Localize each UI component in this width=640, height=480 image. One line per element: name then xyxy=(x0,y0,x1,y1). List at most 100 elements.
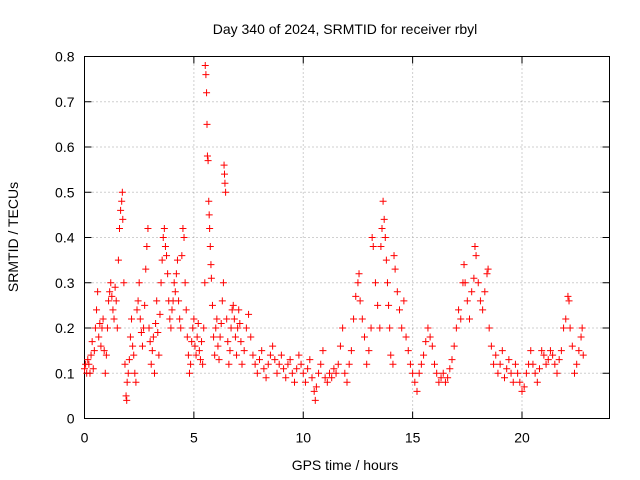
data-point xyxy=(326,369,333,377)
data-point xyxy=(264,360,272,368)
data-point xyxy=(330,365,338,373)
data-point xyxy=(381,234,389,241)
data-point xyxy=(155,351,163,359)
data-point xyxy=(306,356,314,364)
data-point xyxy=(203,152,211,160)
data-point xyxy=(311,396,319,404)
grid-lines xyxy=(84,56,610,419)
data-point xyxy=(108,292,116,300)
data-point xyxy=(557,347,565,355)
data-point xyxy=(520,383,528,391)
data-point xyxy=(361,333,368,341)
data-point xyxy=(223,315,231,323)
data-point xyxy=(191,342,199,350)
data-point xyxy=(198,338,206,346)
data-point xyxy=(501,374,508,382)
data-point xyxy=(206,224,214,232)
data-point xyxy=(207,261,215,269)
data-point xyxy=(218,297,226,305)
data-point xyxy=(297,360,305,368)
data-point xyxy=(173,256,181,264)
data-point xyxy=(142,265,150,273)
data-point xyxy=(369,243,377,251)
data-point xyxy=(90,347,98,355)
data-point xyxy=(336,342,344,350)
data-point xyxy=(171,288,179,296)
data-point xyxy=(245,310,253,318)
data-point xyxy=(118,188,126,196)
data-point xyxy=(299,369,307,377)
data-point xyxy=(190,315,198,323)
data-point xyxy=(400,297,408,305)
data-point xyxy=(93,306,101,314)
data-point xyxy=(130,351,138,359)
data-point xyxy=(129,342,137,350)
data-point xyxy=(555,356,563,364)
data-point xyxy=(168,306,176,314)
data-point xyxy=(277,351,285,359)
data-point xyxy=(229,301,237,309)
data-point xyxy=(215,356,223,364)
data-point xyxy=(568,342,576,350)
data-point xyxy=(448,356,456,364)
data-point xyxy=(84,356,92,364)
data-point xyxy=(471,243,479,251)
data-point xyxy=(507,369,515,377)
data-point xyxy=(450,342,458,350)
data-point xyxy=(332,369,340,377)
data-point xyxy=(204,157,212,165)
data-point xyxy=(158,256,166,264)
data-point xyxy=(143,243,151,251)
data-point xyxy=(100,347,108,355)
data-point xyxy=(117,206,125,214)
data-point xyxy=(85,360,93,368)
data-point xyxy=(542,360,550,368)
data-point xyxy=(345,360,353,368)
data-point xyxy=(230,315,238,323)
data-point xyxy=(428,342,436,350)
data-point xyxy=(498,347,506,355)
data-point xyxy=(163,252,171,260)
data-point xyxy=(200,324,208,332)
data-point xyxy=(242,324,250,332)
data-point xyxy=(225,360,233,368)
data-point xyxy=(352,292,360,300)
data-point xyxy=(533,378,541,386)
data-point xyxy=(310,387,318,395)
data-point xyxy=(396,306,403,314)
data-point xyxy=(258,347,266,355)
data-point xyxy=(417,360,425,368)
data-point xyxy=(386,324,394,332)
data-point xyxy=(455,306,463,314)
data-point xyxy=(161,243,169,251)
data-point xyxy=(343,378,351,386)
data-point xyxy=(134,297,142,305)
data-point xyxy=(114,256,122,264)
data-point xyxy=(444,374,452,382)
data-point xyxy=(536,365,543,373)
data-point xyxy=(203,89,211,97)
data-point xyxy=(522,369,530,377)
data-point xyxy=(180,234,188,241)
data-point xyxy=(383,279,391,287)
data-point xyxy=(176,315,184,323)
data-point xyxy=(551,360,559,368)
data-point xyxy=(112,297,120,305)
data-point xyxy=(406,360,414,368)
data-point xyxy=(266,351,274,359)
data-point xyxy=(110,315,118,323)
data-point xyxy=(377,243,385,251)
chart-title: Day 340 of 2024, SRMTID for receiver rby… xyxy=(213,21,478,37)
data-point xyxy=(354,279,362,287)
data-point xyxy=(321,374,329,382)
data-point xyxy=(476,297,484,305)
data-point xyxy=(125,356,133,364)
y-tick-label: 0.2 xyxy=(55,320,75,336)
data-point xyxy=(312,383,320,391)
data-point xyxy=(565,297,573,305)
data-point xyxy=(81,365,88,373)
data-point xyxy=(441,378,449,386)
data-point xyxy=(544,356,552,364)
data-point xyxy=(426,333,434,341)
data-point xyxy=(201,62,209,70)
